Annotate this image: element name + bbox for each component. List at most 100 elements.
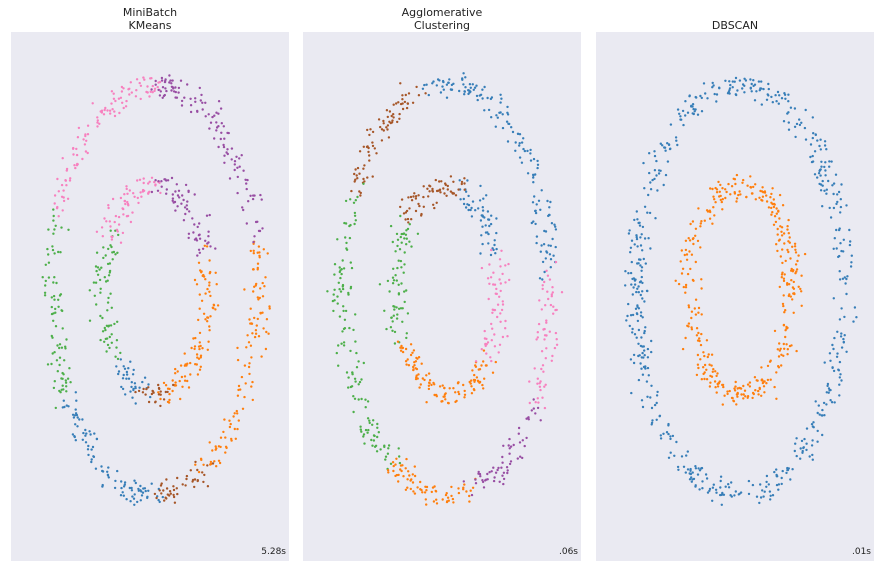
scatter-point	[414, 209, 418, 213]
scatter-point	[712, 483, 715, 486]
scatter-point	[147, 182, 150, 185]
scatter-point	[685, 258, 689, 261]
scatter-point	[83, 143, 87, 146]
scatter-point	[699, 343, 703, 347]
scatter-point	[684, 239, 688, 242]
scatter-point	[641, 290, 644, 293]
scatter-point	[638, 354, 641, 357]
scatter-point	[538, 382, 541, 385]
scatter-point	[745, 195, 748, 199]
scatter-point	[148, 95, 151, 98]
scatter-point	[499, 312, 502, 315]
scatter-point	[793, 125, 797, 128]
scatter-point	[735, 403, 738, 406]
scatter-point	[654, 217, 657, 220]
scatter-point	[796, 259, 799, 263]
scatter-point	[646, 395, 649, 398]
scatter-point	[642, 356, 645, 359]
scatter-point	[703, 219, 706, 222]
scatter-point	[478, 381, 481, 384]
scatter-point	[394, 250, 397, 253]
scatter-point	[838, 278, 842, 281]
scatter-point	[336, 295, 339, 298]
scatter-point	[62, 399, 65, 402]
scatter-point	[634, 307, 638, 310]
scatter-point	[116, 469, 119, 473]
scatter-point	[776, 90, 780, 94]
scatter-point	[206, 485, 210, 488]
scatter-point	[787, 232, 790, 235]
scatter-point	[386, 115, 389, 119]
scatter-point	[185, 477, 188, 481]
scatter-point	[786, 468, 790, 472]
scatter-point	[534, 401, 537, 404]
scatter-point	[727, 182, 730, 186]
scatter-point	[782, 304, 785, 308]
scatter-point	[495, 231, 498, 235]
scatter-point	[760, 103, 763, 106]
scatter-point	[326, 290, 329, 293]
scatter-point	[141, 491, 145, 494]
scatter-point	[792, 280, 795, 284]
scatter-point	[233, 163, 236, 166]
scatter-point	[630, 391, 633, 395]
scatter-point	[545, 334, 548, 337]
scatter-point	[553, 346, 557, 350]
scatter-point	[76, 136, 80, 139]
scatter-point	[195, 283, 199, 286]
scatter-point	[395, 317, 399, 320]
scatter-point	[481, 383, 484, 387]
scatter-point	[181, 385, 184, 388]
scatter-point	[816, 176, 819, 179]
scatter-point	[490, 470, 493, 473]
scatter-point	[685, 253, 689, 256]
scatter-point	[714, 386, 717, 389]
scatter-point	[676, 465, 680, 469]
scatter-point	[643, 329, 646, 333]
scatter-point	[406, 227, 410, 231]
scatter-point	[96, 119, 100, 122]
scatter-point	[112, 92, 115, 95]
scatter-point	[364, 428, 368, 432]
scatter-point	[354, 313, 357, 316]
scatter-point	[410, 199, 414, 202]
scatter-point	[146, 496, 149, 500]
scatter-point	[630, 260, 633, 264]
scatter-point	[160, 492, 163, 495]
scatter-point	[532, 407, 535, 410]
scatter-point	[693, 110, 696, 113]
scatter-point	[849, 265, 853, 268]
scatter-point	[65, 184, 68, 187]
scatter-point	[102, 113, 106, 116]
scatter-point	[194, 237, 198, 240]
scatter-point	[684, 291, 687, 294]
scatter-point	[648, 171, 651, 175]
scatter-point	[750, 82, 753, 86]
scatter-point	[804, 108, 807, 112]
scatter-point	[204, 101, 207, 105]
scatter-point	[64, 379, 68, 382]
scatter-point	[110, 90, 114, 93]
scatter-point	[158, 489, 161, 492]
scatter-point	[536, 406, 540, 410]
scatter-point	[723, 394, 726, 397]
scatter-point	[679, 118, 682, 121]
scatter-point	[91, 102, 94, 105]
scatter-point	[447, 81, 450, 84]
scatter-point	[682, 123, 685, 127]
scatter-point	[192, 231, 195, 234]
scatter-point	[164, 87, 167, 90]
scatter-point	[545, 269, 548, 272]
scatter-point	[249, 249, 252, 253]
scatter-point	[486, 472, 489, 476]
scatter-point	[104, 254, 107, 257]
scatter-point	[391, 461, 395, 464]
scatter-point	[344, 199, 348, 203]
scatter-point	[719, 475, 723, 478]
scatter-point	[800, 439, 804, 443]
scatter-point	[86, 124, 90, 127]
scatter-point	[191, 478, 195, 482]
scatter-point	[498, 343, 502, 346]
scatter-point	[504, 327, 507, 330]
panel-1	[303, 32, 581, 561]
